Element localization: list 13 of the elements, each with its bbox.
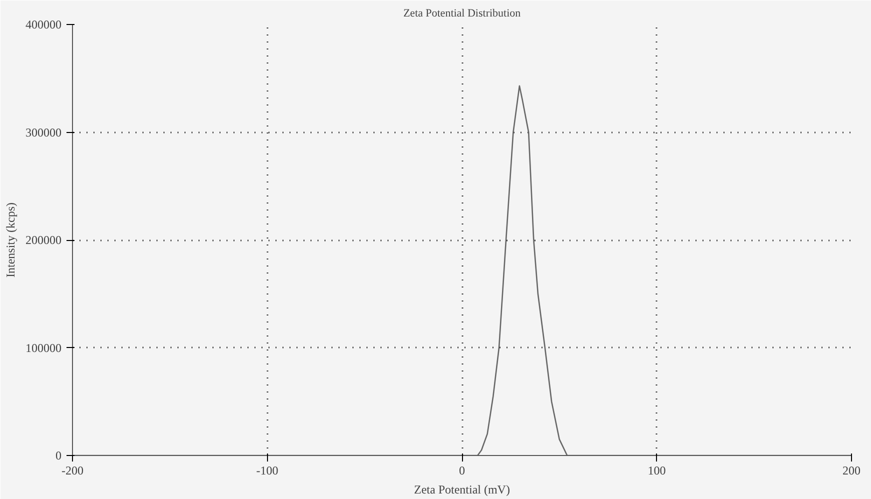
chart-title: Zeta Potential Distribution [403,8,522,20]
x-tick-label: -200 [62,464,84,478]
x-tick-label: 0 [459,464,465,478]
y-tick-label: 300000 [26,125,62,140]
x-tick-label: 200 [842,464,860,478]
y-axis-title: Intensity (kcps) [4,202,18,278]
x-tick-label: -100 [256,464,278,478]
y-tick-label: 100000 [26,340,62,355]
y-tick-label: 400000 [26,18,62,32]
y-tick-label: 0 [56,448,62,462]
x-tick-label: 100 [648,464,666,478]
y-tick-label: 200000 [26,233,62,247]
x-axis-title: Zeta Potential (mV) [414,482,510,496]
